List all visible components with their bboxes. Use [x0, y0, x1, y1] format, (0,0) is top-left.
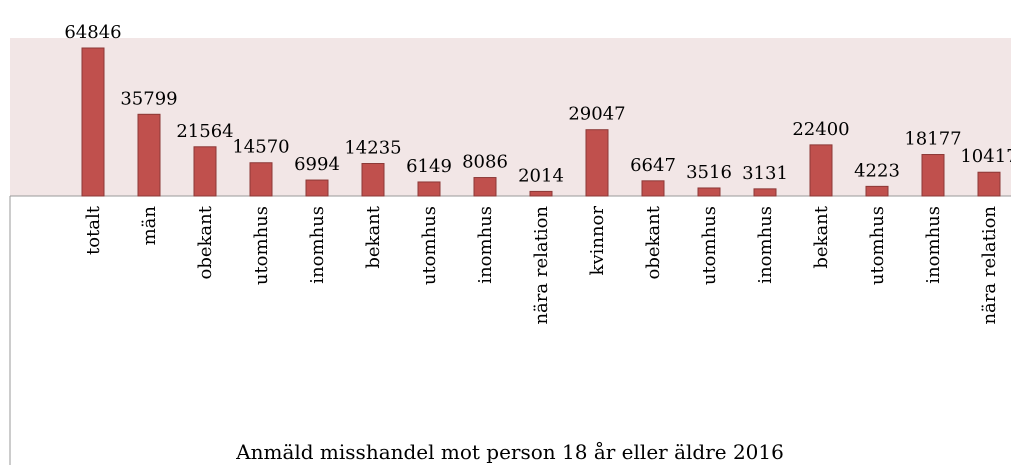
plot-background — [10, 38, 1011, 196]
value-label: 4223 — [854, 160, 900, 181]
chart-title: Anmäld misshandel mot person 18 år eller… — [235, 440, 784, 464]
value-label: 10417 — [960, 146, 1011, 167]
x-tick-label: bekant — [363, 205, 384, 268]
bar — [305, 179, 329, 197]
x-tick-label: kvinnor — [587, 206, 608, 276]
x-tick-label: obekant — [195, 205, 216, 279]
bar — [865, 185, 889, 197]
bar — [249, 162, 273, 197]
x-tick-label: inomhus — [307, 206, 328, 284]
x-tick-label: inomhus — [475, 206, 496, 284]
x-tick-label: inomhus — [923, 206, 944, 284]
value-label: 29047 — [568, 104, 625, 125]
bar — [809, 144, 833, 197]
value-label: 14570 — [232, 137, 289, 158]
value-label: 3131 — [742, 163, 788, 184]
x-tick-label: utomhus — [419, 206, 440, 285]
x-tick-label: utomhus — [867, 206, 888, 285]
bar — [473, 177, 497, 197]
bar — [585, 129, 609, 197]
x-tick-label: bekant — [811, 205, 832, 268]
value-label: 6149 — [406, 156, 452, 177]
value-label: 22400 — [792, 119, 849, 140]
value-label: 6994 — [294, 154, 340, 175]
value-label: 35799 — [120, 88, 177, 109]
value-label: 21564 — [176, 121, 233, 142]
value-label: 14235 — [344, 138, 401, 159]
x-tick-label: obekant — [643, 205, 664, 279]
bar — [977, 171, 1001, 197]
value-label: 8086 — [462, 152, 508, 173]
x-tick-label: nära relation — [979, 206, 1000, 325]
x-tick-label: utomhus — [699, 206, 720, 285]
x-tick-label: män — [139, 206, 160, 246]
bar — [921, 154, 945, 197]
x-tick-label: inomhus — [755, 206, 776, 284]
bar — [529, 190, 553, 197]
bar — [697, 187, 721, 197]
bar — [753, 188, 777, 197]
x-tick-label: utomhus — [251, 206, 272, 285]
value-label: 3516 — [686, 162, 732, 183]
bar — [641, 180, 665, 197]
x-tick-label: nära relation — [531, 206, 552, 325]
bar — [193, 146, 217, 197]
value-label: 64846 — [64, 22, 121, 43]
bar — [137, 113, 161, 197]
x-tick-label: totalt — [83, 205, 104, 255]
bar — [417, 181, 441, 197]
bar — [361, 163, 385, 197]
value-label: 18177 — [904, 129, 961, 150]
bar — [81, 47, 105, 197]
value-label: 2014 — [518, 165, 564, 186]
value-label: 6647 — [630, 155, 676, 176]
